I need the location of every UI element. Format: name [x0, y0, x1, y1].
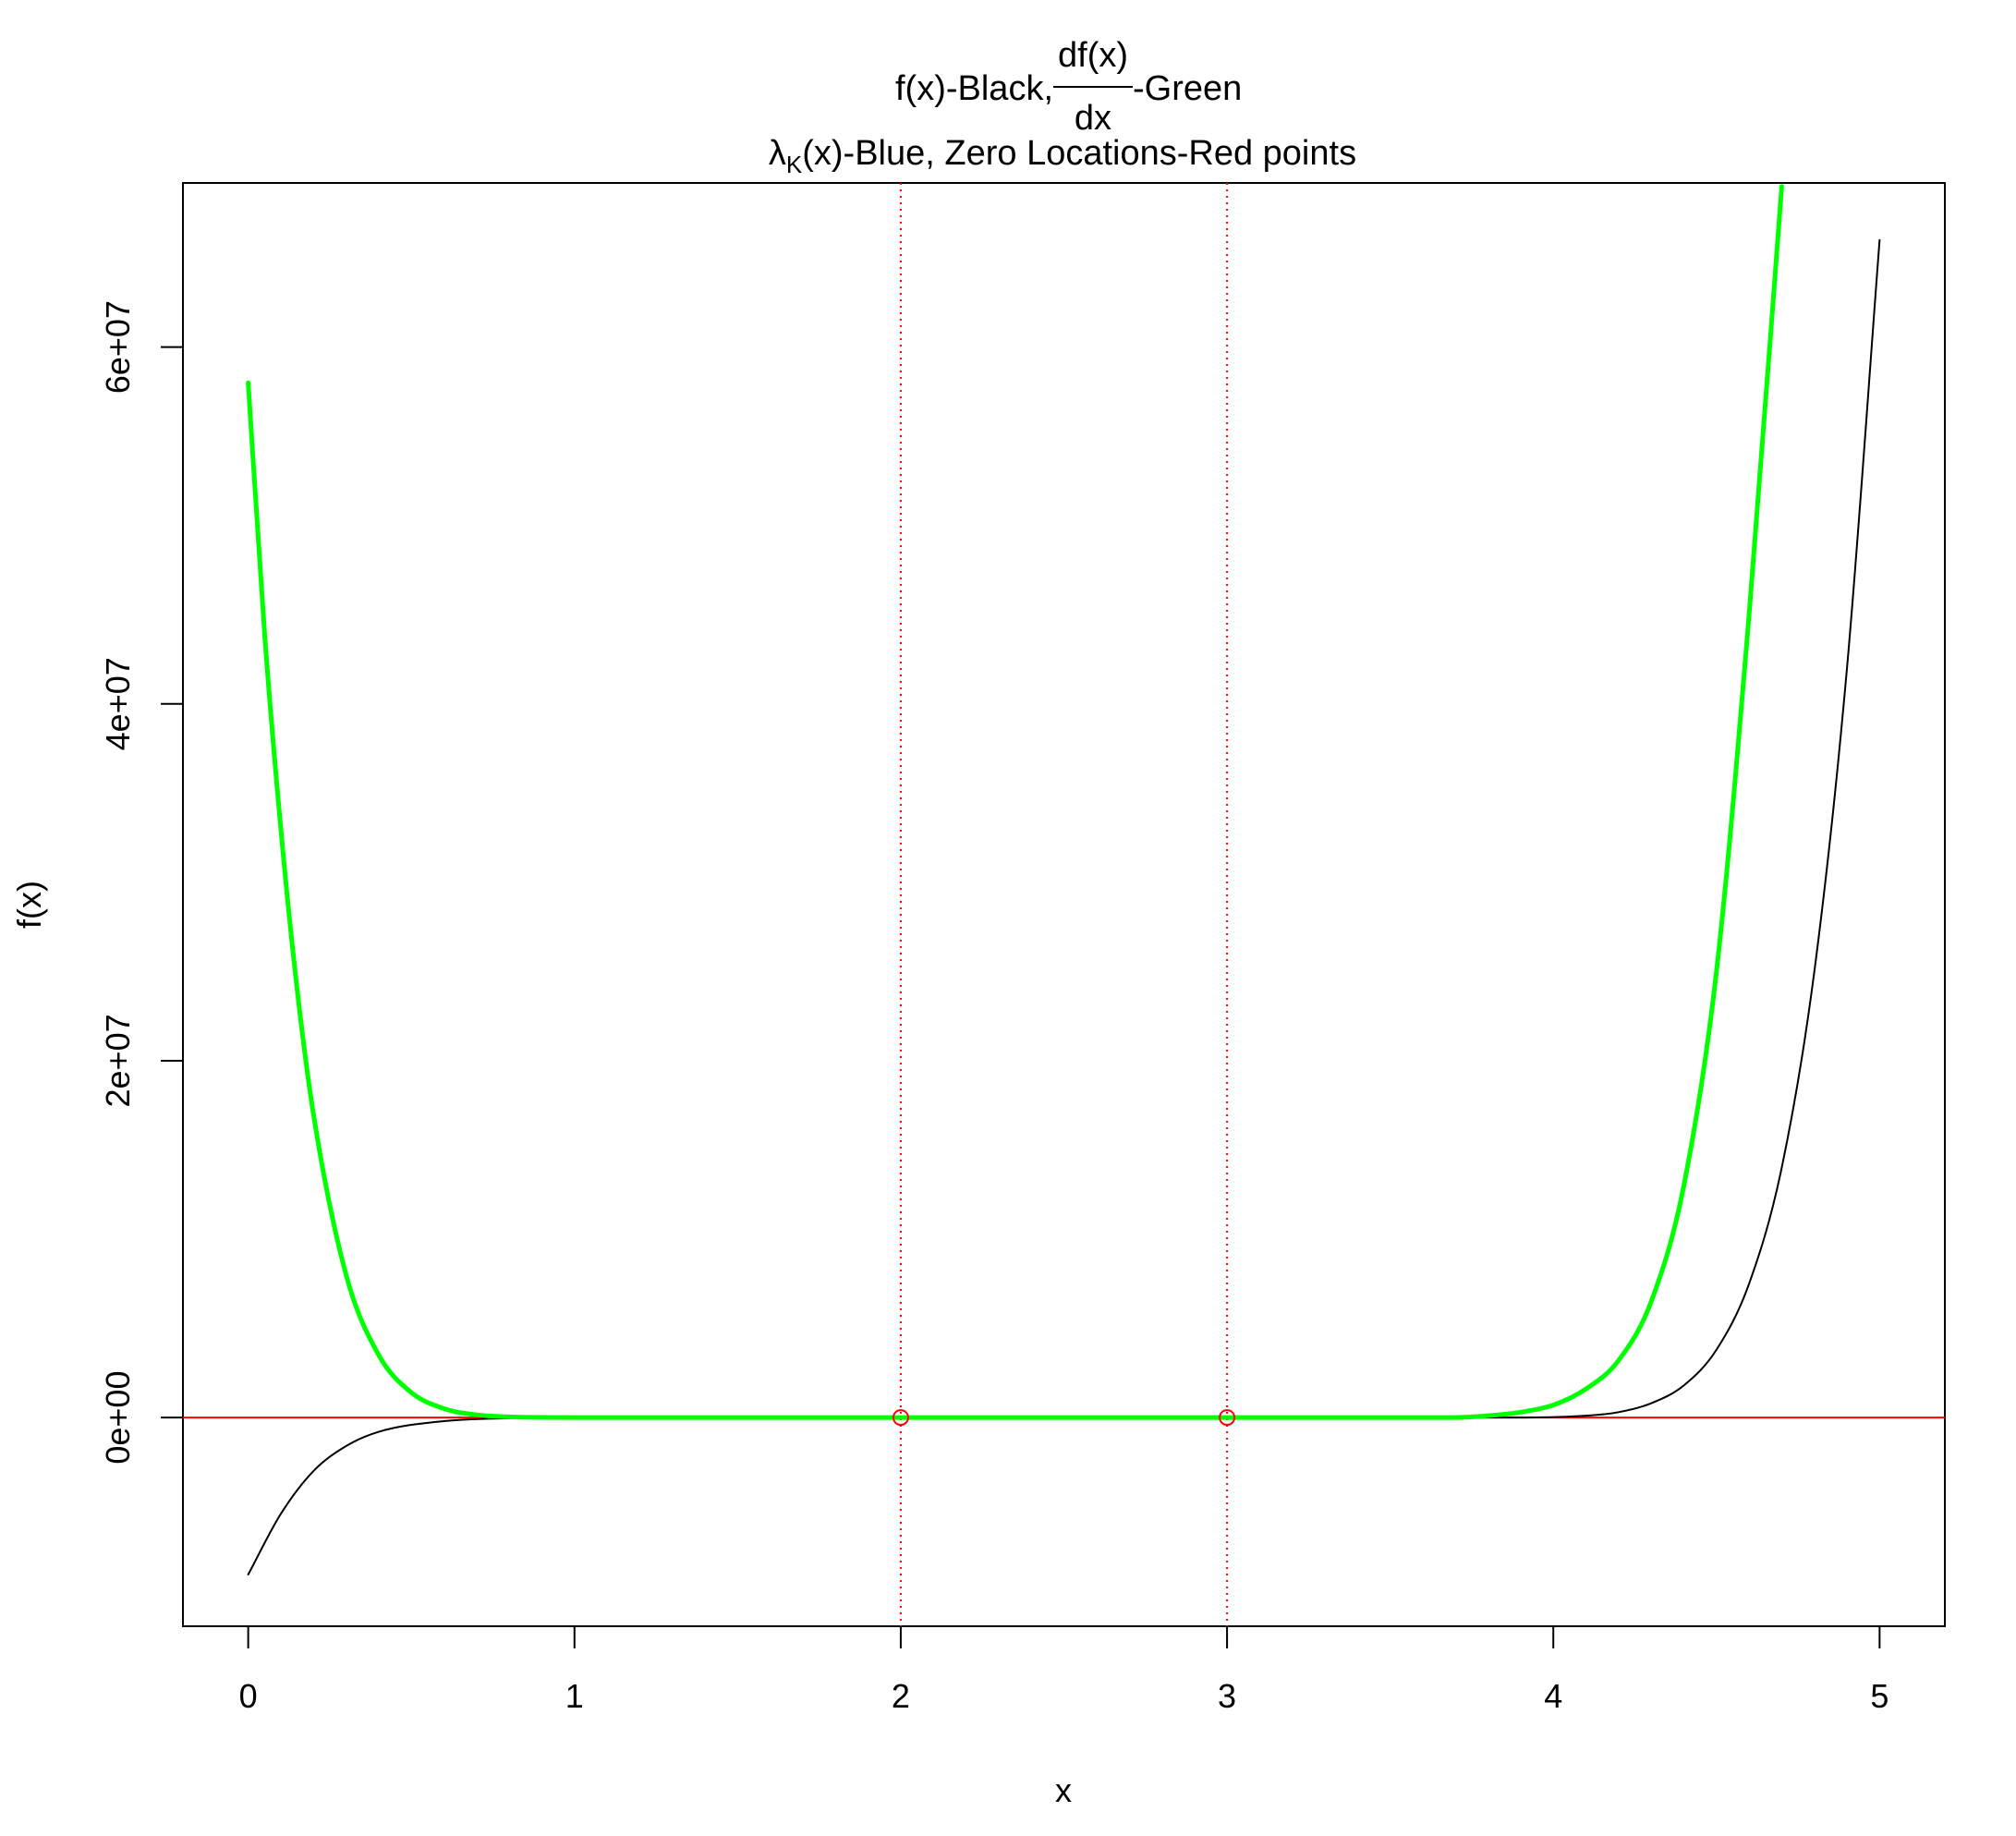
series-line-1	[247, 238, 1881, 1576]
plot-area	[183, 183, 1945, 1626]
y-tick-label: 6e+07	[99, 300, 137, 394]
x-tick-label: 0	[239, 1677, 258, 1715]
y-axis: 0e+00 2e+07 4e+07 6e+07	[99, 300, 184, 1465]
zero-location-point	[892, 1409, 909, 1427]
x-tick-label: 1	[565, 1677, 584, 1715]
title-lambda-subscript: K	[786, 151, 803, 178]
y-tick-label: 4e+07	[99, 657, 137, 750]
x-axis: 0 1 2 3 4 5	[239, 1625, 1888, 1715]
zero-location-point	[1219, 1409, 1236, 1427]
title-fraction-denominator: dx	[1075, 99, 1111, 138]
title-fraction-numerator: df(x)	[1058, 36, 1128, 75]
x-axis-label: x	[1055, 1771, 1072, 1809]
title-line1-suffix: -Green	[1133, 69, 1242, 108]
x-tick-label: 2	[892, 1677, 910, 1715]
title-line2-rest: (x)-Blue, Zero Locations-Red points	[802, 134, 1356, 173]
title-line1-prefix: f(x)-Black,	[895, 69, 1053, 108]
y-tick-label: 2e+07	[99, 1014, 137, 1107]
y-axis-label: f(x)	[10, 881, 48, 929]
title-lambda-symbol: λ	[769, 134, 786, 173]
y-tick-label: 0e+00	[99, 1371, 137, 1465]
x-tick-label: 4	[1544, 1677, 1562, 1715]
title-line2: λK(x)-Blue, Zero Locations-Red points	[769, 134, 1356, 178]
series-line-2	[246, 184, 1784, 1420]
x-tick-label: 5	[1870, 1677, 1888, 1715]
x-tick-label: 3	[1218, 1677, 1236, 1715]
